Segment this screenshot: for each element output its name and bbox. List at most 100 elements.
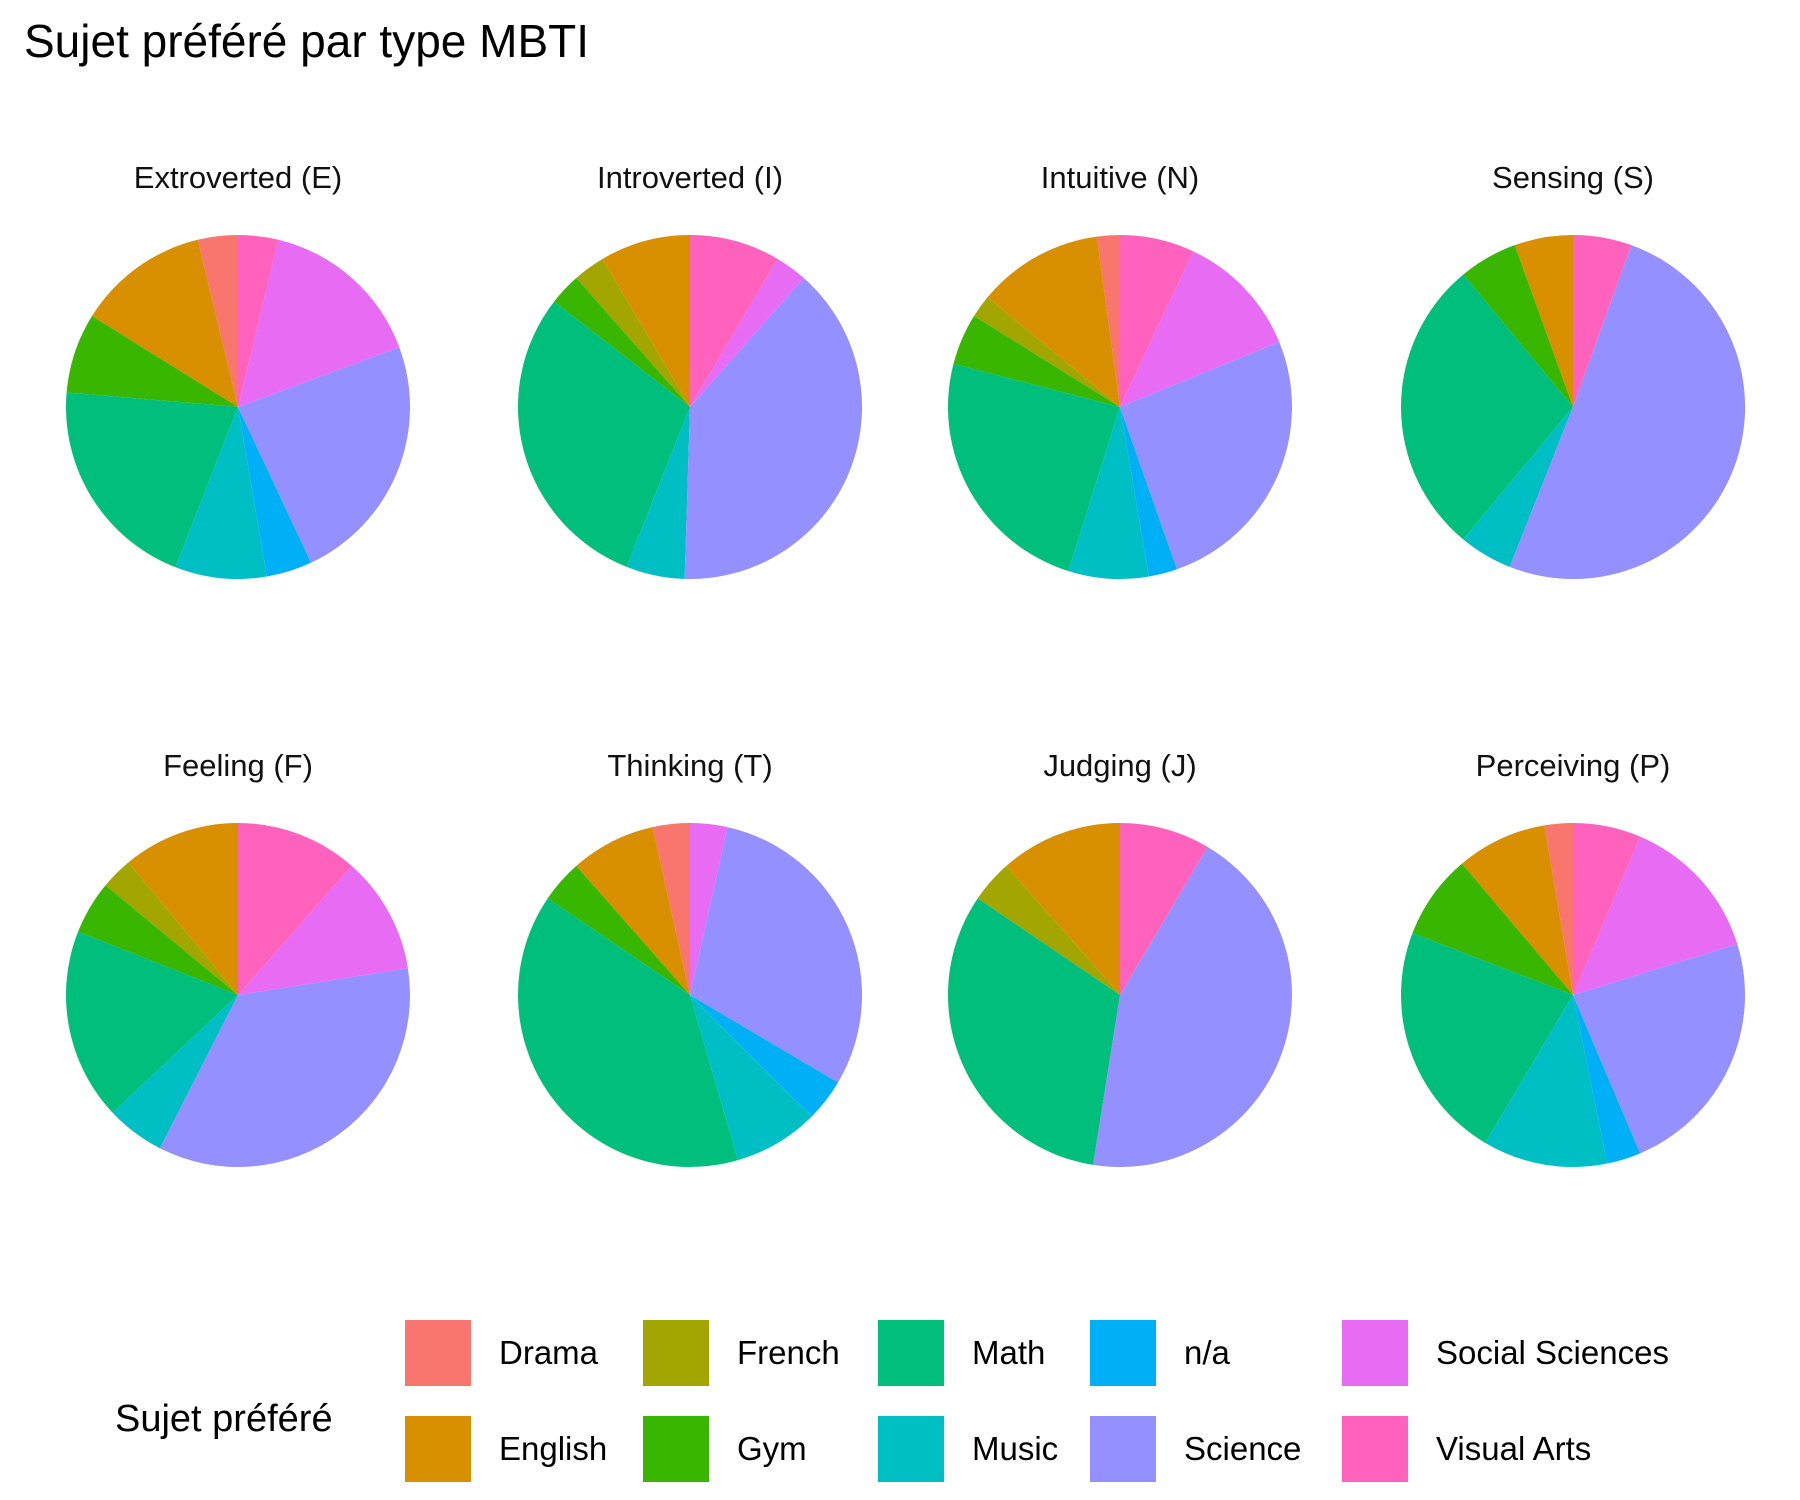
slice-french — [576, 258, 690, 407]
facet-title: Extroverted (E) — [134, 160, 342, 195]
facet-title: Sensing (S) — [1492, 160, 1654, 195]
legend-label: Music — [972, 1430, 1059, 1467]
legend-swatch — [878, 1320, 944, 1386]
legend-swatch — [643, 1416, 709, 1482]
pie-intuitive-n: Intuitive (N) — [948, 160, 1292, 579]
slice-social-sciences — [690, 822, 728, 995]
slice-visual-arts — [1573, 823, 1641, 995]
slice-science — [690, 827, 863, 1083]
legend-swatch — [405, 1320, 471, 1386]
facet-title: Perceiving (P) — [1476, 748, 1671, 783]
slice-drama — [652, 822, 690, 995]
slice-social-sciences — [1120, 251, 1280, 407]
legend-item-gym: Gym — [643, 1416, 807, 1482]
facet-title: Intuitive (N) — [1041, 160, 1199, 195]
slice-visual-arts — [238, 823, 352, 995]
slice-music — [175, 407, 267, 579]
slice-gym — [554, 277, 690, 407]
slice-science — [1093, 846, 1293, 1167]
slice-visual-arts — [690, 234, 778, 407]
legend-label: French — [737, 1334, 840, 1371]
legend-label: English — [499, 1430, 608, 1467]
legend-swatch — [405, 1416, 471, 1482]
legend-item-n-a: n/a — [1090, 1320, 1230, 1386]
slice-gym — [547, 865, 690, 995]
legend-swatch — [878, 1416, 944, 1482]
slice-n-a — [1120, 407, 1177, 577]
slice-math — [517, 301, 690, 567]
legend-label: Social Sciences — [1436, 1334, 1669, 1371]
pie-extroverted-e: Extroverted (E) — [65, 160, 410, 579]
chart-title: Sujet préféré par type MBTI — [24, 15, 590, 67]
slice-english — [128, 823, 238, 995]
facet-title: Judging (J) — [1043, 748, 1196, 783]
slice-n-a — [690, 995, 839, 1117]
legend-title: Sujet préféré — [115, 1398, 333, 1440]
slice-math — [1400, 274, 1573, 540]
slice-visual-arts — [1120, 235, 1194, 407]
slice-science — [1120, 341, 1292, 570]
slice-math — [65, 392, 238, 568]
legend-swatch — [1342, 1320, 1408, 1386]
legend-label: Math — [972, 1334, 1046, 1371]
slice-n-a — [1573, 995, 1641, 1164]
legend-item-drama: Drama — [405, 1320, 598, 1386]
facet-title: Introverted (I) — [597, 160, 783, 195]
legend-item-english: English — [405, 1416, 607, 1482]
slice-math — [66, 931, 238, 1113]
slice-science — [159, 968, 410, 1167]
slice-math — [1400, 933, 1573, 1143]
slice-english — [602, 235, 690, 407]
legend-item-music: Music — [878, 1416, 1058, 1482]
legend-item-french: French — [643, 1320, 840, 1386]
slice-english — [1514, 235, 1573, 407]
slice-science — [238, 347, 410, 563]
slice-social-sciences — [238, 865, 408, 995]
pie-thinking-t: Thinking (T) — [517, 748, 863, 1168]
slice-drama — [197, 235, 238, 407]
slice-gym — [78, 885, 238, 995]
slice-math — [947, 898, 1120, 1165]
slice-drama — [1544, 823, 1573, 995]
legend-swatch — [1090, 1320, 1156, 1386]
legend-label: Visual Arts — [1436, 1430, 1592, 1467]
slice-math — [948, 363, 1120, 572]
pie-perceiving-p: Perceiving (P) — [1400, 748, 1746, 1167]
slice-visual-arts — [238, 235, 279, 407]
slice-music — [626, 407, 690, 579]
legend: Sujet préféré Drama English French Gym Math M… — [0, 1300, 1800, 1500]
slice-french — [974, 297, 1120, 407]
slice-science — [684, 277, 863, 580]
slice-english — [1461, 825, 1573, 995]
slice-drama — [1096, 235, 1120, 407]
slice-social-sciences — [690, 258, 804, 407]
pie-introverted-i: Introverted (I) — [517, 160, 863, 580]
slice-french — [105, 862, 238, 995]
slice-social-sciences — [238, 239, 400, 407]
legend-label: Science — [1184, 1430, 1302, 1467]
slice-gym — [1463, 245, 1573, 407]
slice-music — [112, 995, 238, 1149]
slice-french — [977, 865, 1120, 995]
slice-gym — [66, 316, 238, 407]
slice-science — [1573, 944, 1746, 1154]
legend-label: Drama — [499, 1334, 599, 1371]
facet-title: Feeling (F) — [163, 748, 313, 783]
slice-gym — [1412, 863, 1573, 995]
pie-facets: Extroverted (E) Introverted (I) Intuitive … — [65, 160, 1746, 1168]
slice-visual-arts — [1120, 823, 1208, 995]
slice-english — [987, 236, 1120, 407]
pie-judging-j: Judging (J) — [947, 748, 1293, 1167]
slice-n-a — [238, 407, 312, 577]
pie-sensing-s: Sensing (S) — [1400, 160, 1746, 580]
facet-title: Thinking (T) — [607, 748, 772, 783]
slice-music — [1068, 407, 1149, 579]
slice-music — [1485, 995, 1608, 1167]
slice-english — [576, 827, 690, 995]
slice-music — [1463, 407, 1573, 567]
slice-math — [517, 898, 738, 1168]
legend-swatch — [1342, 1416, 1408, 1482]
slice-english — [92, 239, 238, 407]
legend-label: n/a — [1184, 1334, 1230, 1371]
slice-music — [690, 995, 812, 1161]
